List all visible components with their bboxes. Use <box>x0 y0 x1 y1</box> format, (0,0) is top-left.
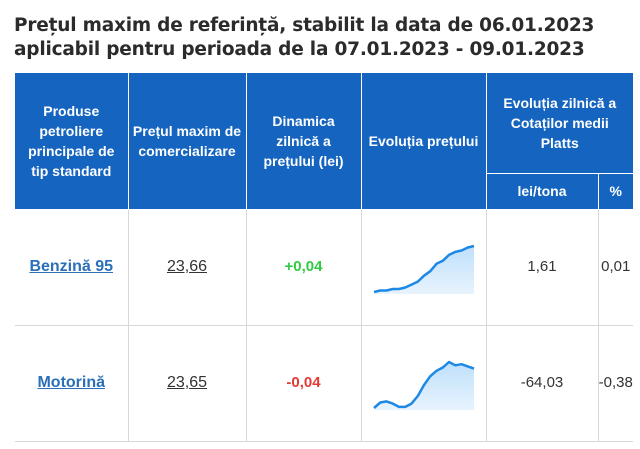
daily-dynamics-value: +0,04 <box>284 258 323 275</box>
header-platts-evolution: Evoluția zilnică a Cotaților medii Platt… <box>486 73 634 174</box>
platts-lei-ton-cell: -64,03 <box>486 325 599 442</box>
evolution-cell <box>361 209 487 326</box>
header-price-evolution: Evoluția prețului <box>361 73 487 210</box>
product-cell: Motorină <box>15 325 129 442</box>
platts-lei-ton-value: -64,03 <box>520 374 564 391</box>
header-products: Produse petroliere principale de tip sta… <box>15 73 129 210</box>
platts-percent-value: -0,38 <box>598 374 633 391</box>
product-link-benzina-95[interactable]: Benzină 95 <box>29 258 114 275</box>
title-line-2: aplicabil pentru perioada de la 07.01.20… <box>14 39 585 60</box>
price-cell: 23,66 <box>128 209 247 326</box>
table-row: Motorină 23,65 -0,04 -64,03 -0,38 <box>15 325 634 442</box>
table-row: Benzină 95 23,66 +0,04 1,61 0,01 <box>15 209 634 326</box>
title-line-1: Prețul maxim de referință, stabilit la d… <box>14 15 595 36</box>
platts-lei-ton-cell: 1,61 <box>486 209 599 326</box>
max-price-value[interactable]: 23,66 <box>166 258 208 275</box>
daily-dynamics-value: -0,04 <box>286 374 321 391</box>
sparkline-line <box>373 244 474 294</box>
header-percent: % <box>598 173 634 210</box>
fuel-price-table: Produse petroliere principale de tip sta… <box>15 73 634 442</box>
product-link-motorina[interactable]: Motorină <box>37 374 106 391</box>
price-sparkline <box>373 244 474 294</box>
platts-lei-ton-value: 1,61 <box>527 258 557 275</box>
max-price-value[interactable]: 23,65 <box>166 374 208 391</box>
page-title: Prețul maxim de referință, stabilit la d… <box>14 14 634 62</box>
platts-percent-cell: -0,38 <box>598 325 634 442</box>
sparkline-area <box>373 246 474 294</box>
price-cell: 23,65 <box>128 325 247 442</box>
platts-percent-value: 0,01 <box>601 258 631 275</box>
product-cell: Benzină 95 <box>15 209 129 326</box>
dynamics-cell: -0,04 <box>246 325 362 442</box>
platts-percent-cell: 0,01 <box>598 209 634 326</box>
header-max-price: Prețul maxim de comercializare <box>128 73 247 210</box>
header-daily-dynamics: Dinamica zilnică a prețului (lei) <box>246 73 362 210</box>
evolution-cell <box>361 325 487 442</box>
dynamics-cell: +0,04 <box>246 209 362 326</box>
sparkline-line <box>372 360 474 409</box>
price-sparkline <box>372 360 474 410</box>
header-lei-ton: lei/tona <box>486 173 599 210</box>
